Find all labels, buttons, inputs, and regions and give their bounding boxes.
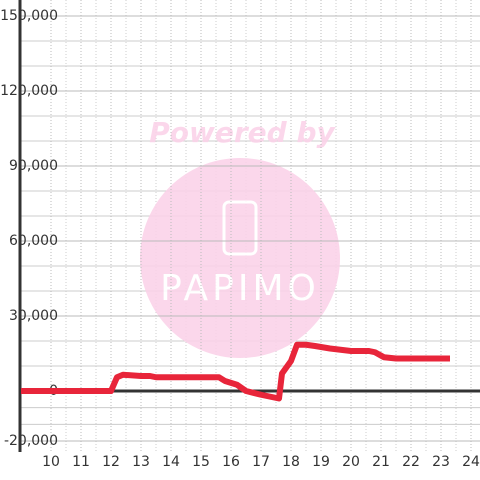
data-line <box>21 341 450 402</box>
watermark-brand: PAPIMO <box>160 268 320 309</box>
x-tick-label: 18 <box>282 454 300 470</box>
y-tick-label: 90,000 <box>9 158 58 174</box>
y-tick-label: 30,000 <box>9 308 58 324</box>
x-tick-label: 15 <box>192 454 210 470</box>
x-tick-label: 16 <box>222 454 240 470</box>
x-tick-label: 19 <box>312 454 330 470</box>
x-tick-label: 21 <box>372 454 390 470</box>
y-tick-label: 150,000 <box>0 8 58 24</box>
x-tick-label: 12 <box>102 454 120 470</box>
watermark: Powered by PAPIMO <box>140 116 340 358</box>
x-tick-label: 11 <box>72 454 90 470</box>
x-tick-label: 24 <box>462 454 480 470</box>
x-tick-label: 13 <box>132 454 150 470</box>
watermark-circle <box>140 158 340 358</box>
y-tick-label: 60,000 <box>9 233 58 249</box>
y-tick-label: 120,000 <box>0 83 58 99</box>
x-tick-label: 17 <box>252 454 270 470</box>
y-tick-label: -20,000 <box>4 433 58 449</box>
x-tick-label: 22 <box>402 454 420 470</box>
watermark-phone <box>222 200 258 256</box>
x-tick-label: 10 <box>42 454 60 470</box>
x-tick-label: 20 <box>342 454 360 470</box>
x-tick-label: 23 <box>432 454 450 470</box>
watermark-text: Powered by <box>149 116 336 149</box>
x-tick-label: 14 <box>162 454 180 470</box>
